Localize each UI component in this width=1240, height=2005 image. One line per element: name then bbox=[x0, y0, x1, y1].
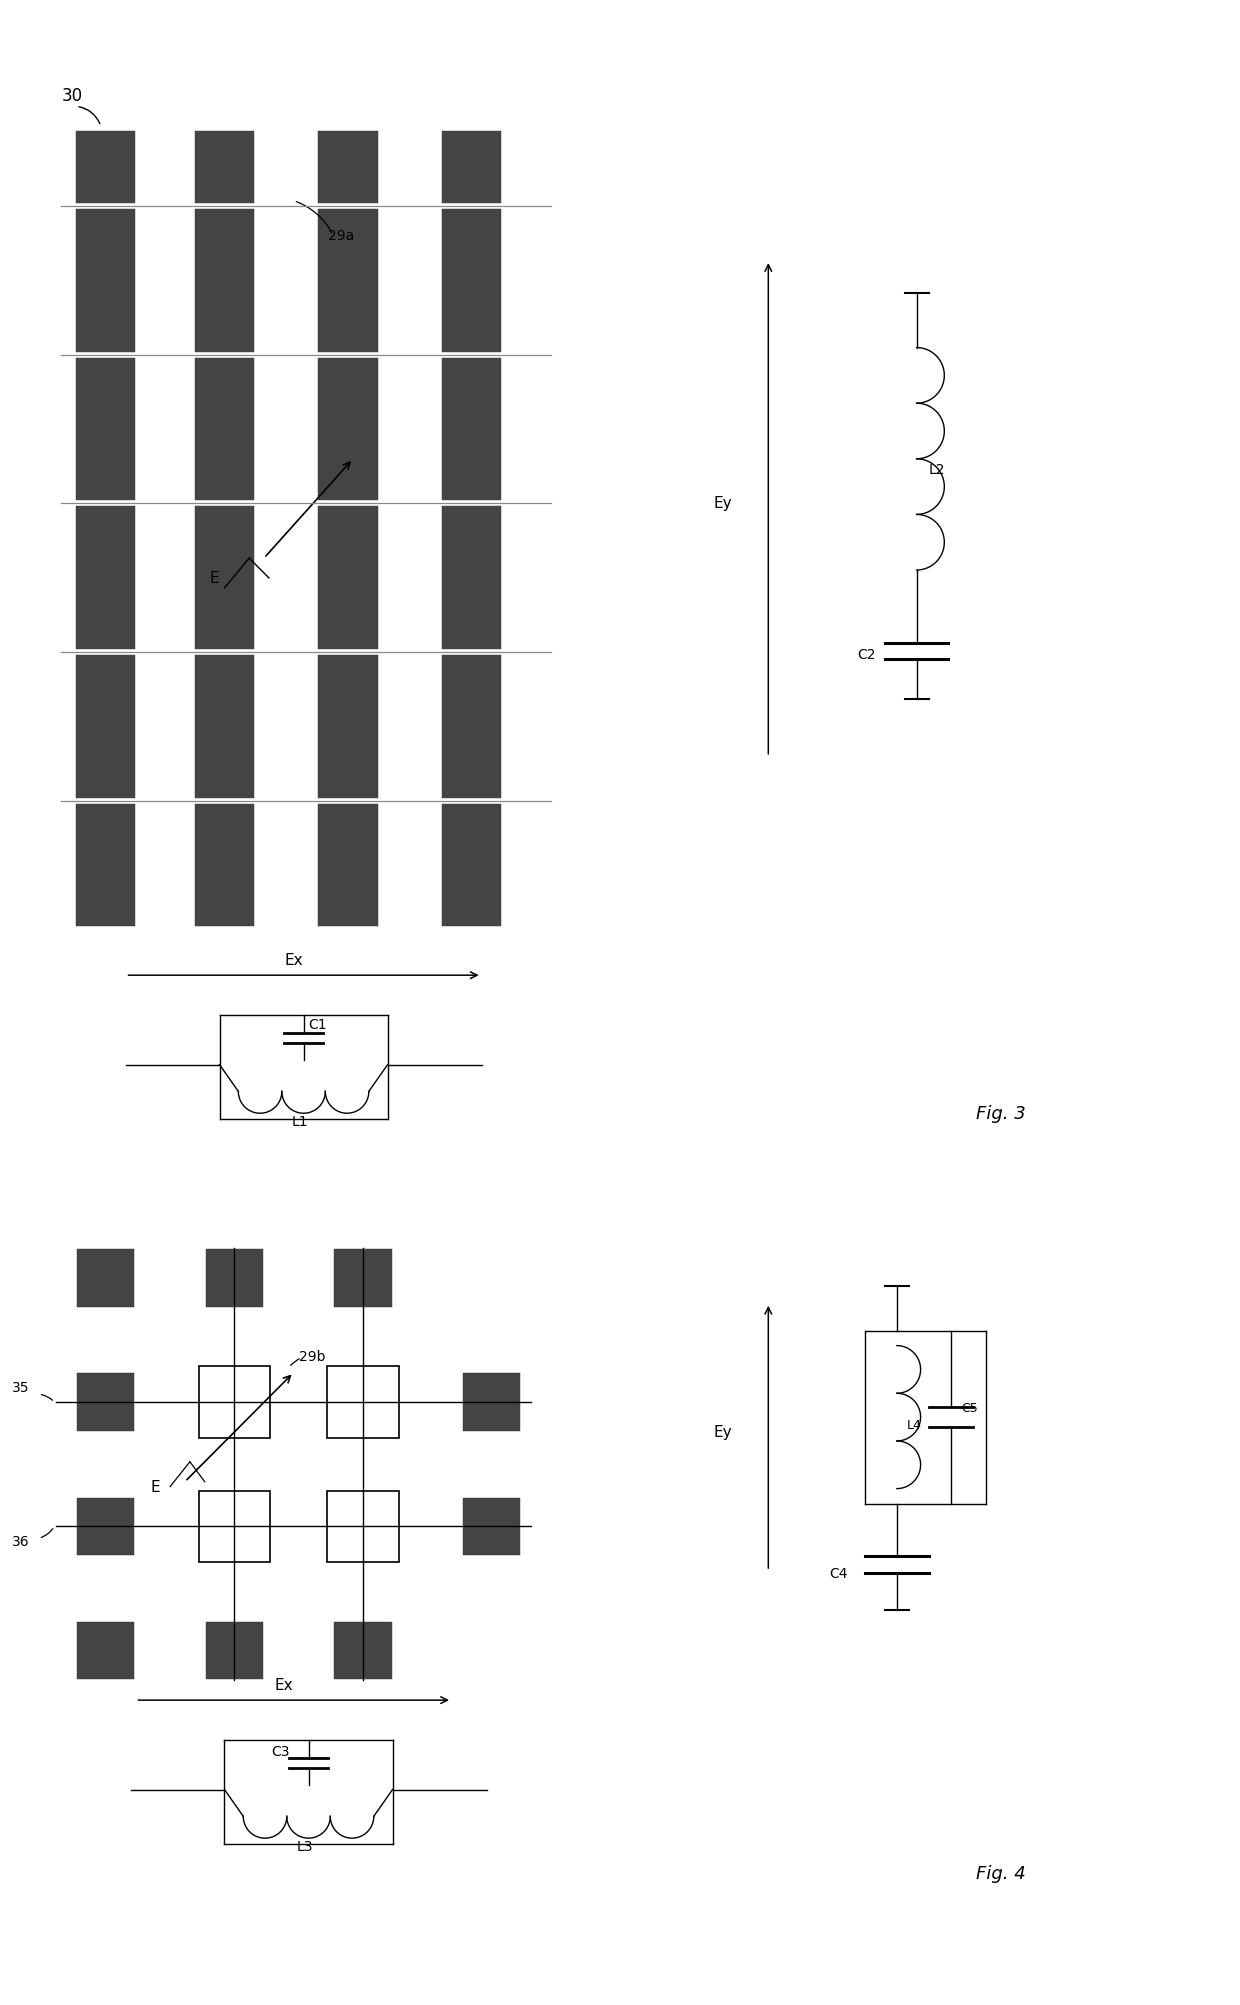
Bar bbox=[327, 1367, 398, 1438]
Text: 29a: 29a bbox=[329, 229, 355, 243]
Bar bbox=[198, 1367, 270, 1438]
Bar bbox=[327, 1490, 398, 1562]
Text: L1: L1 bbox=[291, 1115, 309, 1129]
Text: Fig. 3: Fig. 3 bbox=[976, 1105, 1025, 1123]
Bar bbox=[206, 1622, 263, 1680]
Text: E: E bbox=[210, 571, 219, 585]
Text: 29b: 29b bbox=[299, 1349, 325, 1363]
Text: C3: C3 bbox=[272, 1744, 289, 1758]
Bar bbox=[335, 1249, 392, 1307]
Text: C4: C4 bbox=[830, 1568, 848, 1582]
Text: E: E bbox=[150, 1480, 160, 1494]
Text: Fig. 4: Fig. 4 bbox=[976, 1865, 1025, 1883]
Text: Ex: Ex bbox=[274, 1678, 293, 1692]
Bar bbox=[77, 1373, 134, 1432]
Bar bbox=[319, 130, 378, 926]
Text: 30: 30 bbox=[61, 88, 82, 106]
Text: C2: C2 bbox=[857, 648, 875, 662]
Bar bbox=[77, 1498, 134, 1556]
Text: Ey: Ey bbox=[714, 1426, 733, 1440]
Text: C1: C1 bbox=[309, 1019, 327, 1033]
Bar bbox=[198, 1490, 270, 1562]
Bar bbox=[463, 1373, 520, 1432]
Bar bbox=[441, 130, 501, 926]
Bar bbox=[195, 130, 254, 926]
Bar bbox=[335, 1622, 392, 1680]
Text: 36: 36 bbox=[12, 1536, 30, 1550]
Text: Ey: Ey bbox=[714, 497, 733, 511]
Bar bbox=[206, 1249, 263, 1307]
Bar bbox=[77, 1622, 134, 1680]
Text: 35: 35 bbox=[12, 1381, 30, 1395]
Bar bbox=[77, 1249, 134, 1307]
Text: L4: L4 bbox=[906, 1420, 921, 1432]
Bar bbox=[463, 1498, 520, 1556]
Text: L2: L2 bbox=[929, 463, 945, 477]
Text: Ex: Ex bbox=[284, 952, 303, 968]
Bar bbox=[76, 130, 135, 926]
Text: C5: C5 bbox=[961, 1401, 978, 1416]
Text: L3: L3 bbox=[296, 1841, 314, 1855]
